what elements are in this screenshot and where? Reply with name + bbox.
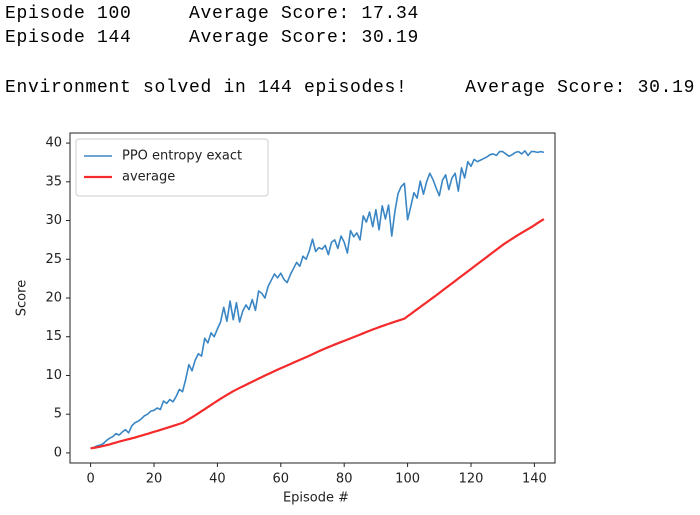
x-axis-label: Episode #: [283, 491, 349, 506]
x-tick-label: 140: [522, 472, 547, 487]
data-line: [90, 150, 545, 450]
y-tick-label: 0: [54, 445, 62, 460]
plot-frame: [69, 132, 556, 464]
x-tick-label: 120: [459, 472, 484, 487]
output-line: Environment solved in 144 episodes! Aver…: [5, 78, 696, 98]
legend-label: average: [122, 170, 175, 185]
legend-box: [75, 138, 269, 197]
y-tick-label: 5: [54, 407, 62, 422]
y-tick-label: 30: [45, 213, 62, 228]
x-tick-label: 100: [395, 472, 420, 487]
y-tick-label: 10: [45, 368, 62, 383]
legend-label: PPO entropy exact: [122, 149, 242, 164]
data-line: [90, 218, 545, 450]
x-tick-label: 20: [146, 472, 163, 487]
y-tick-label: 15: [45, 329, 62, 344]
y-axis-label: Score: [15, 280, 30, 316]
y-tick-label: 20: [45, 291, 62, 306]
y-tick-label: 35: [45, 174, 62, 189]
output-line: Episode 144 Average Score: 30.19: [5, 28, 420, 48]
x-tick-label: 0: [86, 472, 94, 487]
output-line: Episode 100 Average Score: 17.34: [5, 4, 420, 24]
y-tick-label: 40: [45, 136, 62, 151]
x-tick-label: 60: [273, 472, 290, 487]
y-tick-label: 25: [45, 252, 62, 267]
x-tick-label: 40: [209, 472, 226, 487]
x-tick-label: 80: [336, 472, 353, 487]
